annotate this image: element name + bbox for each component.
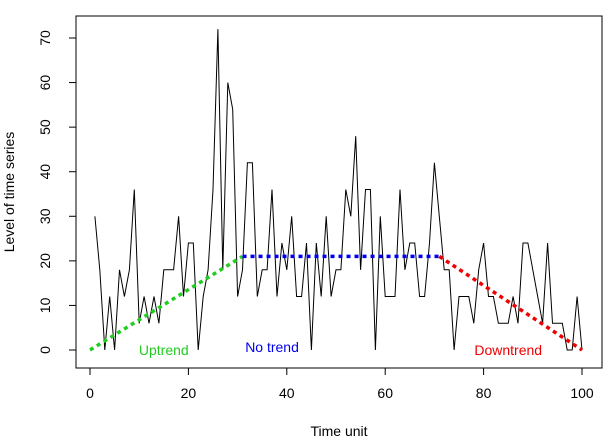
x-tick-label: 40 <box>279 385 295 401</box>
y-tick-label: 50 <box>37 119 53 135</box>
x-tick-label: 60 <box>377 385 393 401</box>
trend-line-downtrend <box>438 254 583 352</box>
x-tick-label: 20 <box>181 385 197 401</box>
y-tick-label: 0 <box>37 346 53 354</box>
y-axis: 0 10 20 30 40 50 60 70 <box>37 30 77 354</box>
y-axis-title: Level of time series <box>1 132 17 253</box>
y-tick-label: 70 <box>37 30 53 46</box>
annotation-uptrend: Uptrend <box>139 342 189 358</box>
plot-frame <box>75 15 603 369</box>
annotation-downtrend: Downtrend <box>474 342 542 358</box>
series-line <box>94 29 583 351</box>
y-tick-label: 10 <box>37 297 53 313</box>
trend-line-uptrend <box>89 254 244 352</box>
y-tick-label: 60 <box>37 75 53 91</box>
x-tick-label: 80 <box>476 385 492 401</box>
y-tick-label: 40 <box>37 164 53 180</box>
x-axis: 0 20 40 60 80 100 <box>86 367 594 401</box>
x-tick-label: 100 <box>570 385 594 401</box>
annotation-no-trend: No trend <box>245 339 299 355</box>
annotation-layer: Uptrend No trend Downtrend <box>139 339 542 358</box>
y-tick-label: 20 <box>37 253 53 269</box>
series-layer <box>94 29 583 351</box>
x-tick-label: 0 <box>86 385 94 401</box>
y-tick-label: 30 <box>37 208 53 224</box>
x-axis-title: Time unit <box>310 423 367 439</box>
trend-layer <box>89 254 583 352</box>
